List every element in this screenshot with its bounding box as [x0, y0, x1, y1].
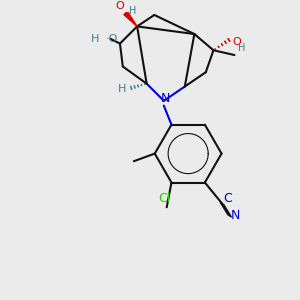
Text: H: H — [118, 84, 127, 94]
Text: O: O — [115, 1, 124, 11]
Text: H: H — [91, 34, 99, 44]
Text: N: N — [161, 92, 170, 105]
Polygon shape — [124, 11, 137, 26]
Text: Cl: Cl — [159, 192, 171, 206]
Text: H: H — [130, 6, 137, 16]
Text: O: O — [232, 37, 241, 47]
Text: C: C — [223, 192, 232, 206]
Text: H: H — [238, 43, 246, 52]
Text: ·O: ·O — [106, 34, 118, 44]
Text: N: N — [231, 209, 240, 222]
